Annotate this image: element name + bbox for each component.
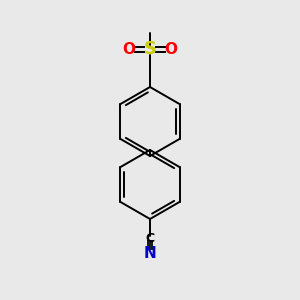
Text: O: O — [122, 42, 136, 57]
Text: N: N — [144, 246, 156, 261]
Text: O: O — [164, 42, 178, 57]
Text: C: C — [146, 232, 154, 245]
Text: S: S — [143, 40, 157, 58]
